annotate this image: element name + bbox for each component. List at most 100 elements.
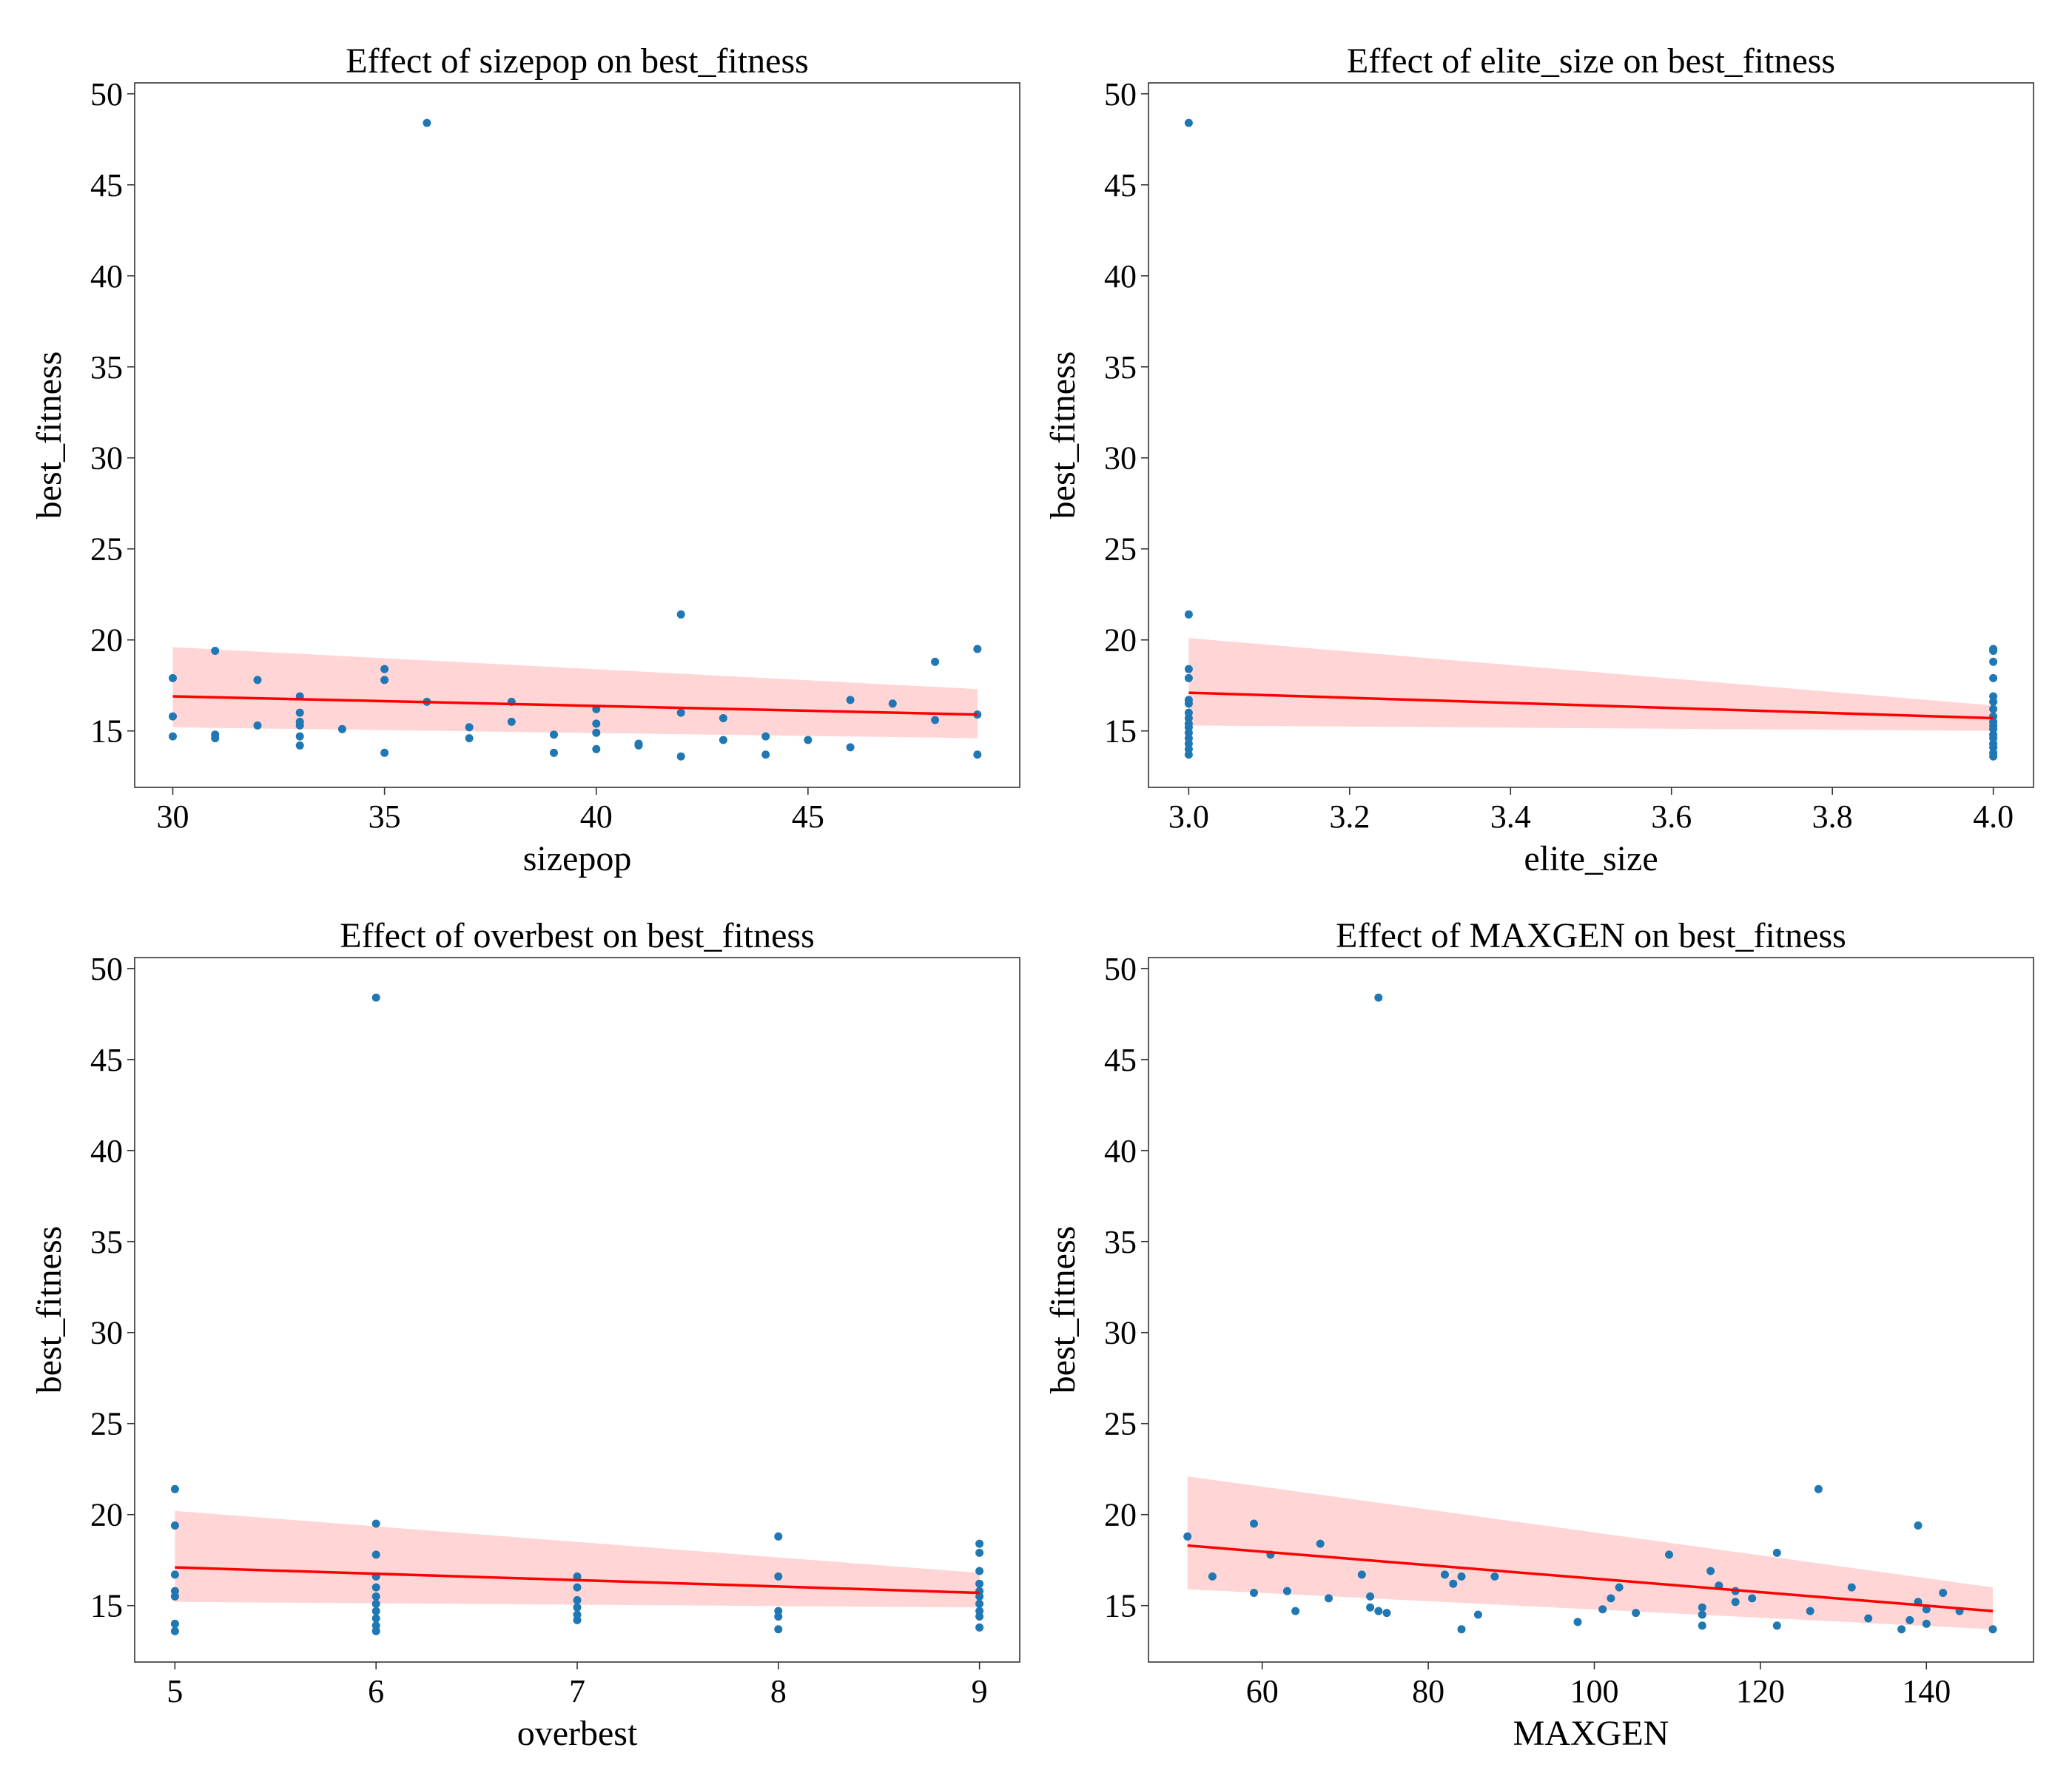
scatter-point <box>1772 1621 1781 1630</box>
scatter-point <box>1457 1572 1466 1581</box>
x-tick-label: 3.8 <box>1812 798 1853 835</box>
scatter-point <box>1184 610 1193 619</box>
scatter-point <box>973 710 982 719</box>
scatter-point <box>1449 1579 1458 1588</box>
y-tick-label: 40 <box>90 1133 123 1169</box>
scatter-point <box>573 1603 582 1612</box>
scatter-point <box>170 1619 179 1628</box>
y-tick-label: 35 <box>90 349 123 386</box>
y-axis-label: best_fitness <box>1043 1226 1083 1394</box>
scatter-point <box>371 1583 380 1592</box>
scatter-point <box>1184 673 1193 682</box>
scatter-point <box>465 723 474 732</box>
regression-line <box>1188 691 1994 720</box>
y-tick-label: 20 <box>90 622 123 659</box>
scatter-point <box>846 743 855 752</box>
scatter-point <box>804 736 813 744</box>
x-tick-label: 140 <box>1902 1673 1951 1709</box>
y-tick-label: 25 <box>1104 1406 1137 1442</box>
scatter-point <box>1607 1594 1615 1603</box>
x-tick-label: 8 <box>770 1673 787 1709</box>
scatter-point <box>371 1519 380 1528</box>
scatter-point <box>592 744 601 753</box>
scatter-point <box>550 730 558 739</box>
chart-title: Effect of elite_size on best_fitness <box>1347 41 1835 81</box>
scatter-point <box>371 1592 380 1601</box>
chart-panel-4: 60 80 100 120 140 15 20 25 30 35 40 45 50 Effect of M… <box>1043 916 2034 1753</box>
scatter-point <box>1806 1607 1814 1615</box>
scatter-point <box>1989 697 1998 706</box>
regression-line <box>175 1566 980 1595</box>
y-tick-label: 25 <box>1104 531 1137 568</box>
scatter-point <box>170 1521 179 1530</box>
scatter-point <box>1366 1592 1375 1601</box>
y-tick-label: 40 <box>1104 1133 1137 1169</box>
x-tick-label: 9 <box>972 1673 988 1709</box>
scatter-point <box>1490 1572 1499 1581</box>
scatter-point <box>592 719 601 728</box>
scatter-point <box>1731 1598 1740 1607</box>
scatter-point <box>573 1583 582 1592</box>
scatter-point <box>1382 1609 1391 1618</box>
scatter-point <box>1250 1589 1258 1597</box>
scatter-point <box>975 1539 984 1548</box>
scatter-point <box>1316 1539 1325 1548</box>
scatter-point <box>931 657 940 666</box>
scatter-point <box>592 728 601 737</box>
scatter-point <box>1906 1615 1914 1624</box>
scatter-point <box>295 732 304 741</box>
scatter-point <box>1706 1567 1715 1575</box>
x-tick-label: 80 <box>1412 1673 1444 1709</box>
scatter-point <box>1847 1583 1856 1592</box>
scatter-point <box>1250 1519 1258 1528</box>
x-tick-label: 6 <box>368 1673 384 1709</box>
scatter-point <box>371 1627 380 1635</box>
scatter-point <box>1374 993 1383 1002</box>
scatter-point <box>634 741 643 750</box>
scatter-point <box>170 1484 179 1493</box>
scatter-point <box>1473 1610 1482 1619</box>
axes-frame <box>134 82 1020 788</box>
y-tick-label: 40 <box>1104 258 1137 295</box>
scatter-point <box>1598 1605 1607 1614</box>
scatter-point <box>1989 704 1998 713</box>
scatter-point <box>1291 1607 1300 1615</box>
chart-title: Effect of overbest on best_fitness <box>340 916 815 955</box>
scatter-point <box>1325 1594 1333 1603</box>
y-tick-label: 30 <box>90 440 123 477</box>
scatter-point <box>1184 665 1193 673</box>
scatter-point <box>774 1625 783 1634</box>
scatter-point <box>719 714 727 722</box>
scatter-point <box>1864 1614 1873 1623</box>
y-tick-label: 15 <box>90 713 123 750</box>
scatter-point <box>1698 1621 1706 1630</box>
scatter-point <box>888 699 897 708</box>
scatter-point <box>1989 752 1998 761</box>
scatter-point <box>1939 1589 1948 1597</box>
x-axis-label: MAXGEN <box>1513 1714 1669 1753</box>
scatter-point <box>337 724 346 733</box>
scatter-point <box>1989 657 1998 666</box>
scatter-point <box>1374 1607 1383 1615</box>
scatter-point <box>1457 1625 1466 1634</box>
confidence-band <box>1187 1476 1993 1629</box>
y-tick-label: 45 <box>1104 167 1137 204</box>
y-tick-label: 25 <box>90 1406 123 1442</box>
scatter-point <box>573 1615 582 1624</box>
scatter-point <box>380 665 389 673</box>
chart-panel-2: 3.0 3.2 3.4 3.6 3.8 4.0 15 20 25 30 35 40 45 50 Effect… <box>1043 41 2034 878</box>
scatter-point <box>573 1595 582 1604</box>
x-axis-label: sizepop <box>523 839 632 878</box>
scatter-point <box>371 1550 380 1559</box>
x-tick-label: 5 <box>166 1673 183 1709</box>
scatter-point <box>170 1592 179 1601</box>
scatter-point <box>573 1572 582 1581</box>
scatter-point <box>975 1567 984 1575</box>
scatter-point <box>774 1612 783 1621</box>
scatter-point <box>295 741 304 750</box>
scatter-point <box>973 645 982 653</box>
y-tick-label: 35 <box>90 1224 123 1260</box>
scatter-point <box>507 717 516 726</box>
scatter-point <box>169 673 177 682</box>
scatter-point <box>1615 1583 1624 1592</box>
